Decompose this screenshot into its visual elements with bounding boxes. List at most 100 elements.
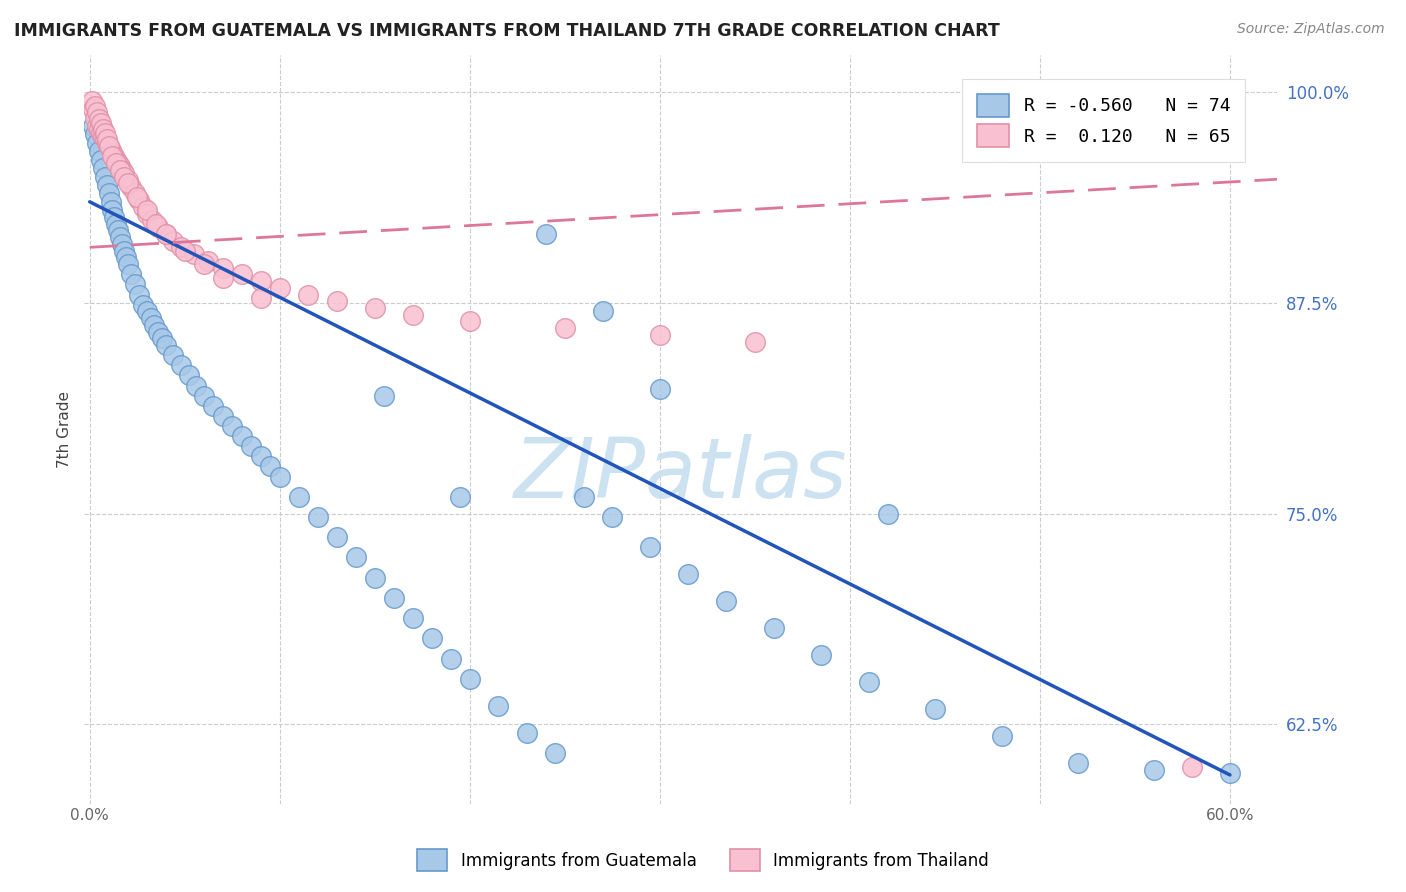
Point [90,115,112,129]
Point [108,162,131,177]
Point [111,236,134,251]
Legend: Immigrants from Guatemala, Immigrants from Thailand: Immigrants from Guatemala, Immigrants fr… [409,841,997,880]
Point [876,507,898,521]
Point [117,176,139,190]
Point [162,234,184,248]
Point [105,217,128,231]
Point [592,304,614,318]
Point [184,378,207,392]
Point [121,267,143,281]
Point [170,359,193,373]
Point [810,648,832,663]
Point [150,331,173,345]
Point [128,287,150,301]
Point [84,111,107,125]
Point [602,510,624,524]
Point [240,439,263,453]
Text: ZIPatlas: ZIPatlas [515,434,848,515]
Point [86,119,108,133]
Point [105,153,128,167]
Point [516,726,538,740]
Point [96,132,118,146]
Point [135,304,157,318]
Point [762,621,785,635]
Point [145,217,167,231]
Point [449,490,471,504]
Point [112,166,135,180]
Point [94,169,117,184]
Point [121,179,143,194]
Point [170,240,193,254]
Point [344,550,367,565]
Point [1143,763,1166,777]
Point [326,294,349,309]
Point [991,729,1014,743]
Point [193,389,215,403]
Point [297,287,319,301]
Point [139,311,162,326]
Point [89,112,111,127]
Point [135,206,157,220]
Point [307,510,329,524]
Point [249,274,271,288]
Point [716,594,738,608]
Point [103,149,125,163]
Point [648,328,671,343]
Point [458,314,481,328]
Point [100,143,122,157]
Point [1067,756,1090,771]
Point [94,126,117,140]
Point [91,122,114,136]
Point [111,162,134,177]
Point [249,450,271,464]
Point [554,321,576,335]
Point [231,267,253,281]
Point [86,136,108,150]
Point [162,348,184,362]
Point [97,139,120,153]
Point [101,203,124,218]
Point [259,459,281,474]
Point [364,301,387,315]
Point [86,105,108,120]
Point [107,223,129,237]
Point [364,571,387,585]
Point [124,186,146,201]
Text: Source: ZipAtlas.com: Source: ZipAtlas.com [1237,22,1385,37]
Y-axis label: 7th Grade: 7th Grade [58,391,72,468]
Point [155,227,177,241]
Point [101,145,124,160]
Point [382,591,405,605]
Point [112,169,135,184]
Point [269,281,291,295]
Point [1181,759,1204,773]
Point [117,173,139,187]
Point [108,160,131,174]
Legend: R = -0.560   N = 74, R =  0.120   N = 65: R = -0.560 N = 74, R = 0.120 N = 65 [962,79,1244,161]
Point [211,270,233,285]
Point [193,257,215,271]
Point [678,567,700,582]
Point [90,126,112,140]
Point [197,253,219,268]
Point [155,227,177,241]
Point [132,298,155,312]
Point [117,257,139,271]
Point [108,230,131,244]
Point [112,244,135,258]
Point [211,409,233,423]
Point [146,220,169,235]
Point [177,368,200,383]
Point [373,389,395,403]
Point [141,213,163,227]
Point [127,190,149,204]
Point [744,334,766,349]
Point [858,675,880,690]
Point [84,128,107,142]
Point [132,200,155,214]
Point [80,94,103,108]
Point [544,746,567,760]
Point [96,178,118,192]
Point [572,490,595,504]
Point [84,99,107,113]
